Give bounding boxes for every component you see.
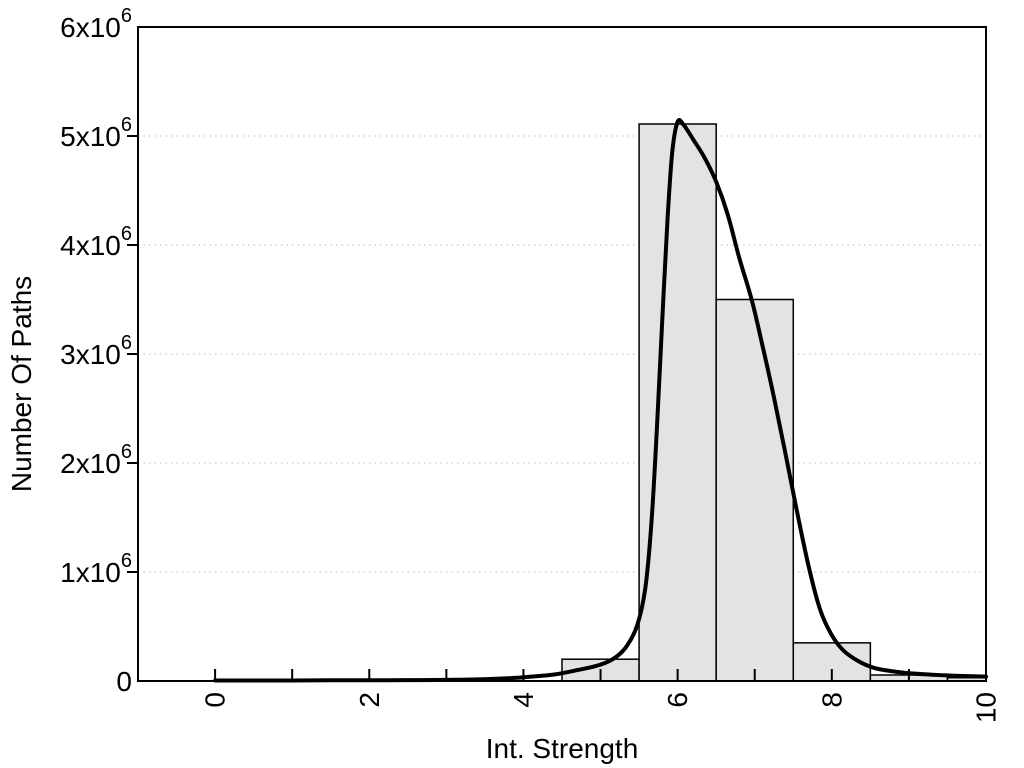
x-ticks: 0 2 4 6 8 10	[200, 669, 1002, 723]
y-tick-label: 2x106	[60, 441, 132, 479]
x-axis-title: Int. Strength	[485, 733, 639, 764]
y-axis-title: Number Of Paths	[6, 275, 37, 493]
x-tick-label: 2	[354, 692, 385, 708]
y-tick-label: 3x106	[60, 332, 132, 370]
y-tick-label: 6x106	[60, 5, 132, 43]
y-tick-label: 0	[116, 666, 132, 697]
y-tick-label: 1x106	[60, 550, 132, 588]
x-tick-label: 8	[816, 692, 847, 708]
y-tick-label: 5x106	[60, 114, 132, 152]
y-gridlines	[138, 135, 986, 573]
density-curve	[213, 118, 988, 683]
x-tick-label: 10	[971, 692, 1002, 723]
histogram-bar	[715, 298, 795, 682]
histogram-bar	[638, 123, 717, 682]
y-ticks: 0 1x106 2x106 3x106 4x106 5x106 6x106	[60, 5, 138, 697]
x-tick-label: 4	[508, 692, 539, 708]
x-tick-label: 6	[662, 692, 693, 708]
y-tick-label: 4x106	[60, 223, 132, 261]
x-tick-label: 0	[200, 692, 231, 708]
